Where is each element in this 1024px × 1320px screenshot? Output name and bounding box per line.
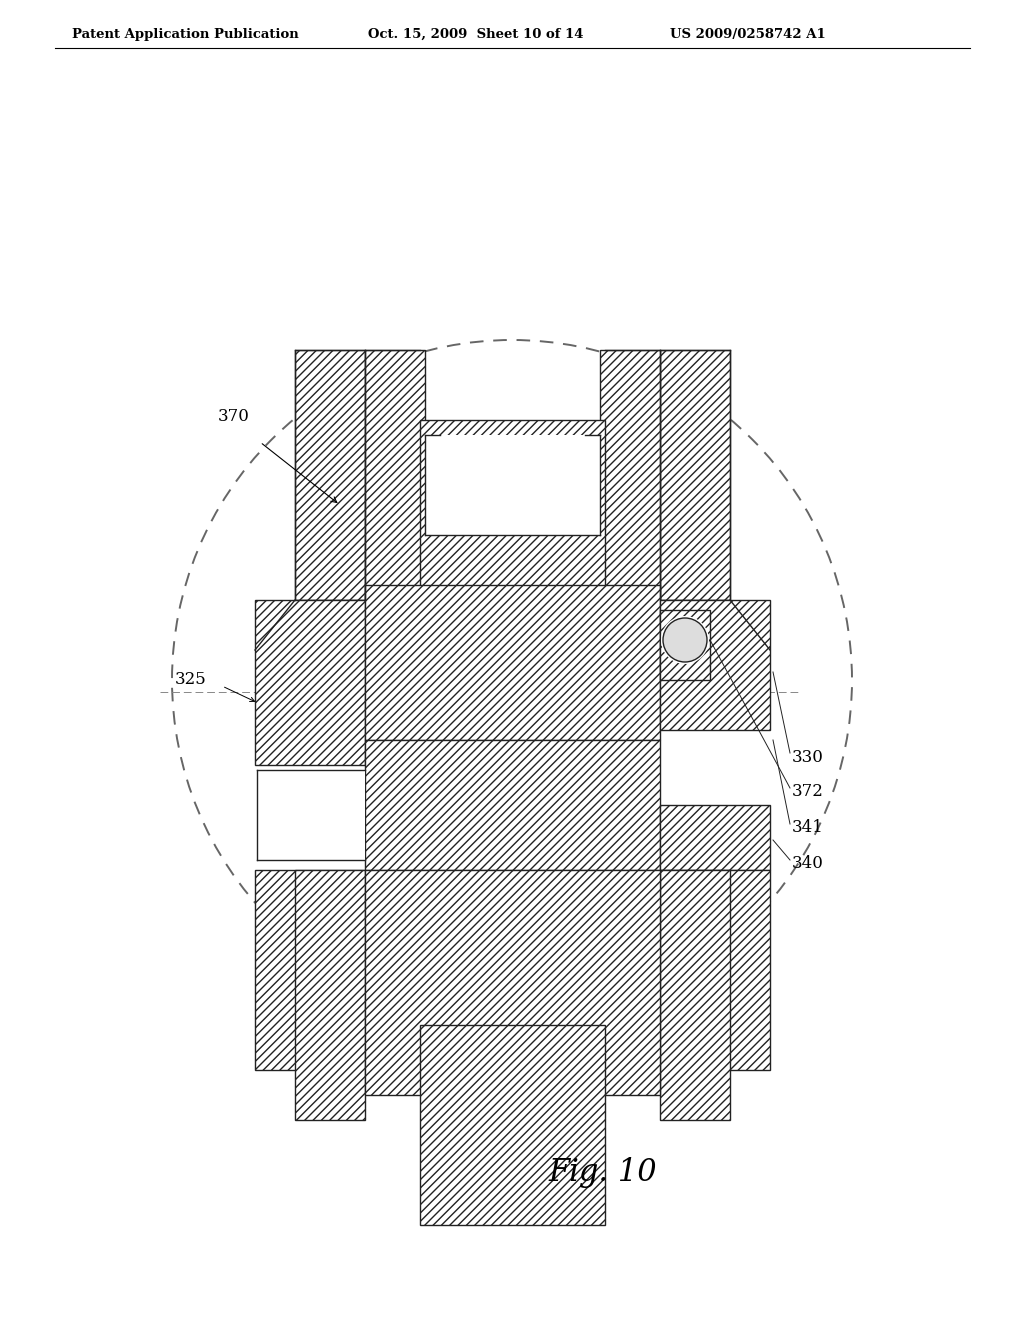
Text: 340: 340 xyxy=(792,854,824,871)
Bar xyxy=(660,805,770,870)
Text: 341: 341 xyxy=(792,818,824,836)
Bar xyxy=(295,350,365,601)
Bar xyxy=(365,741,660,870)
Bar xyxy=(420,420,605,601)
Text: 330: 330 xyxy=(792,748,824,766)
Bar xyxy=(420,1026,605,1225)
Text: 325: 325 xyxy=(175,672,207,689)
Bar xyxy=(660,610,710,680)
Bar xyxy=(660,601,730,649)
Bar xyxy=(660,601,770,730)
Bar xyxy=(295,601,365,649)
Circle shape xyxy=(662,616,709,664)
Text: Oct. 15, 2009  Sheet 10 of 14: Oct. 15, 2009 Sheet 10 of 14 xyxy=(368,28,584,41)
Bar xyxy=(255,870,365,1071)
Circle shape xyxy=(663,618,707,663)
Bar xyxy=(295,870,365,1119)
Bar xyxy=(365,870,660,1096)
Bar xyxy=(660,350,730,601)
Text: US 2009/0258742 A1: US 2009/0258742 A1 xyxy=(670,28,825,41)
Text: 370: 370 xyxy=(218,408,250,425)
Bar xyxy=(660,870,730,1119)
Bar xyxy=(600,350,660,624)
Text: Fig. 10: Fig. 10 xyxy=(548,1156,656,1188)
Text: 372: 372 xyxy=(792,784,824,800)
Text: Patent Application Publication: Patent Application Publication xyxy=(72,28,299,41)
Bar xyxy=(257,770,365,861)
Bar xyxy=(425,436,600,535)
Bar xyxy=(365,585,660,741)
Bar xyxy=(365,350,425,624)
Bar xyxy=(255,601,365,766)
Bar xyxy=(660,870,770,1071)
